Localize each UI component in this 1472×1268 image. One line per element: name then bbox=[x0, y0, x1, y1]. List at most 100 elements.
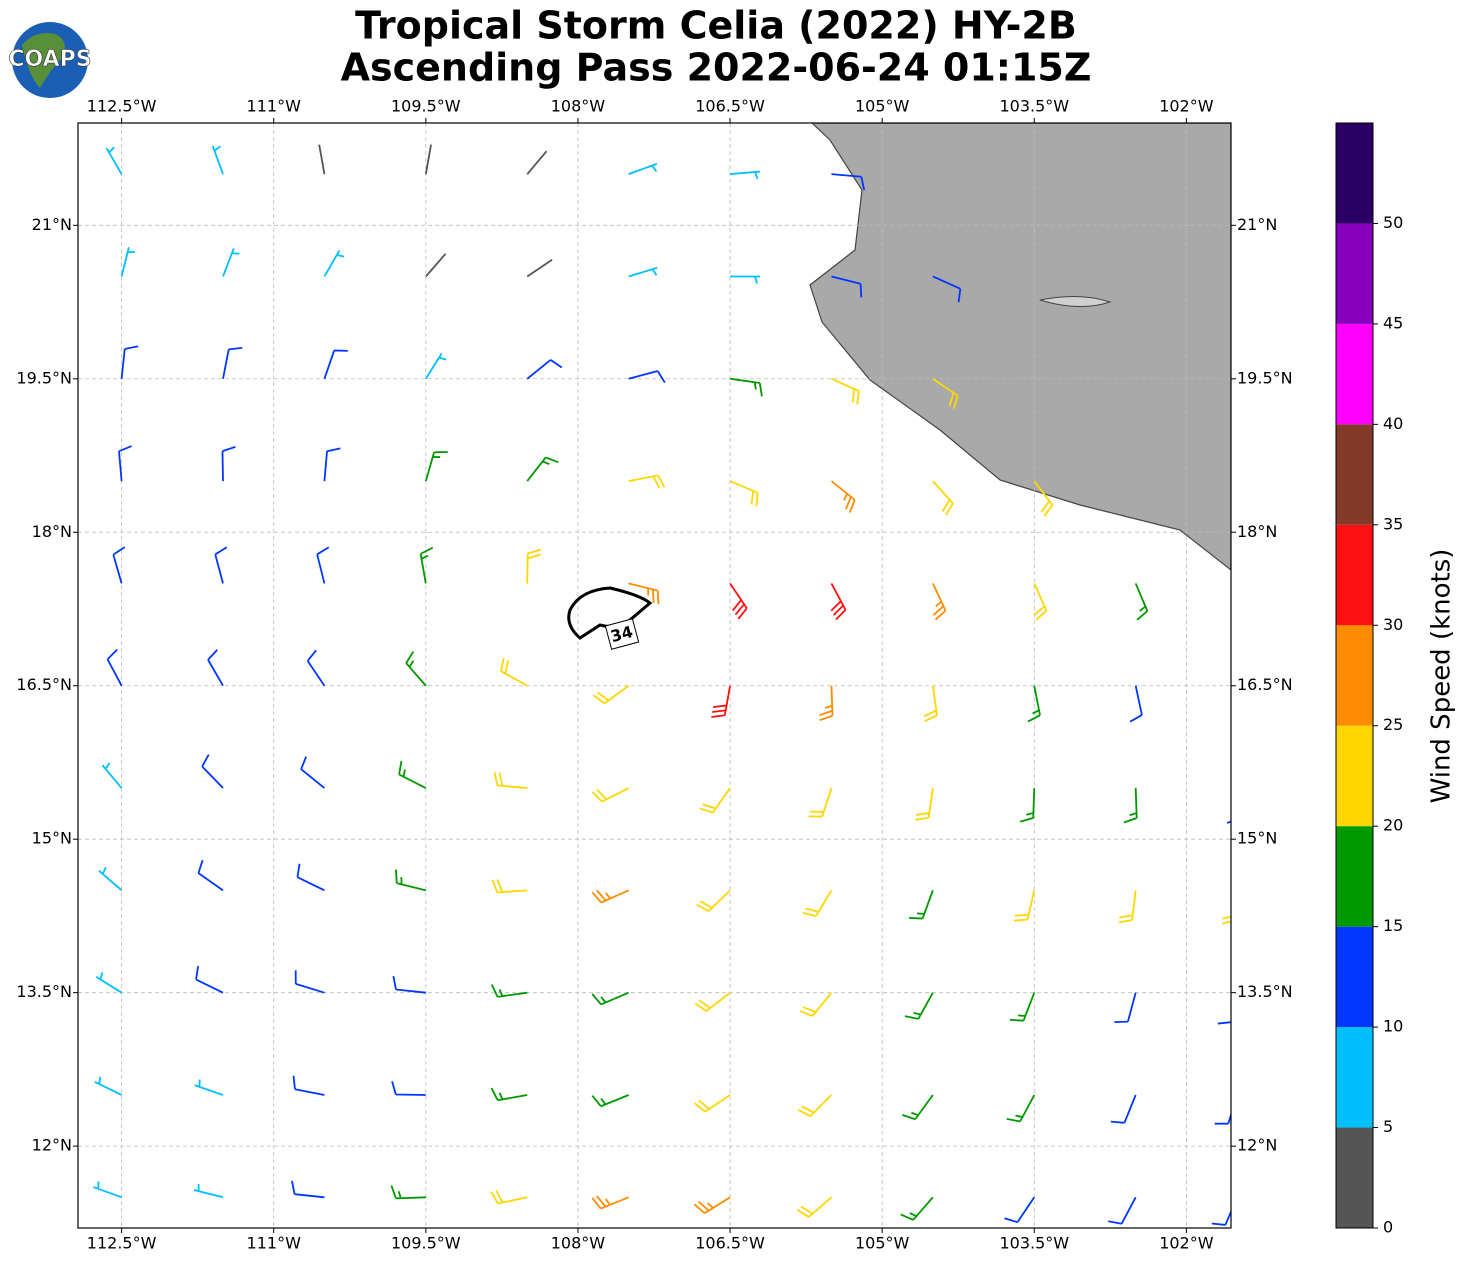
wind-barb bbox=[1004, 1196, 1036, 1224]
wind-barb bbox=[93, 1181, 122, 1199]
logo-land bbox=[22, 33, 65, 88]
wind-barb bbox=[628, 582, 660, 605]
wind-barb bbox=[1217, 1019, 1231, 1025]
colorbar-tick-label: 30 bbox=[1383, 615, 1403, 634]
wind-barb bbox=[112, 546, 126, 584]
wind-barb bbox=[316, 546, 330, 584]
wind-barb bbox=[106, 648, 123, 687]
wind-barb bbox=[425, 352, 447, 380]
wind-barb bbox=[932, 583, 947, 621]
x-tick-label: 102°W bbox=[1159, 97, 1214, 116]
wind-barb bbox=[696, 889, 731, 912]
wind-barb bbox=[424, 451, 448, 482]
wind-barb bbox=[923, 685, 938, 723]
colorbar-tick-label: 25 bbox=[1383, 715, 1403, 734]
wind-barb bbox=[323, 250, 345, 277]
colorbar-label: Wind Speed (knots) bbox=[1427, 549, 1457, 804]
wind-barb bbox=[118, 445, 132, 482]
wind-barb bbox=[830, 480, 856, 513]
wind-barb bbox=[799, 992, 833, 1017]
wind-barb bbox=[193, 1183, 224, 1199]
wind-barb bbox=[819, 685, 834, 722]
wind-barb bbox=[591, 1195, 629, 1210]
wind-barb bbox=[490, 1190, 528, 1205]
contour-label-box bbox=[604, 618, 640, 650]
x-tick-label: 103.5°W bbox=[999, 97, 1069, 116]
y-tick-label: 18°N bbox=[32, 522, 72, 541]
wind-barb bbox=[526, 456, 559, 482]
wind-barb bbox=[491, 879, 528, 894]
wind-barb bbox=[1134, 583, 1149, 621]
wind-barb bbox=[802, 889, 833, 917]
wind-barb bbox=[693, 1196, 731, 1214]
wind-barb bbox=[1237, 583, 1248, 619]
colorbar-tick-label: 40 bbox=[1383, 414, 1403, 433]
wind-barb bbox=[908, 890, 934, 920]
wind-barb bbox=[729, 170, 761, 180]
wind-barb bbox=[323, 447, 341, 482]
wind-barb bbox=[101, 762, 123, 789]
y-tick-label: 12°N bbox=[1237, 1136, 1277, 1155]
lake bbox=[1039, 295, 1112, 308]
wind-barb bbox=[1033, 583, 1048, 621]
wind-barb bbox=[195, 965, 224, 994]
colorbar-segment bbox=[1336, 826, 1373, 927]
y-tick-label: 15°N bbox=[1237, 829, 1277, 848]
wind-barb bbox=[405, 651, 427, 687]
colorbar-tick-label: 20 bbox=[1383, 816, 1403, 835]
wind-barb bbox=[390, 1185, 426, 1200]
wind-barb bbox=[207, 649, 224, 687]
colorbar-segment bbox=[1336, 926, 1373, 1028]
x-tick-label: 105°W bbox=[855, 97, 910, 116]
x-tick-label: 112.5°W bbox=[87, 1234, 157, 1253]
wind-barb bbox=[1118, 890, 1137, 924]
y-tick-label: 13.5°N bbox=[16, 982, 72, 1001]
wind-barb bbox=[526, 548, 542, 584]
wind-barb bbox=[591, 787, 630, 803]
wind-barb bbox=[120, 247, 135, 277]
chart-title: Ascending Pass 2022-06-24 01:15Z bbox=[341, 46, 1092, 90]
wind-barb bbox=[392, 976, 426, 994]
wind-barb bbox=[592, 685, 630, 705]
wind-barb bbox=[425, 253, 447, 278]
wind-barb bbox=[591, 991, 629, 1006]
wind-barb bbox=[932, 275, 962, 303]
logo-text: COAPS bbox=[8, 47, 91, 72]
wind-barb bbox=[1214, 1111, 1231, 1125]
wind-barb bbox=[214, 546, 228, 584]
colorbar-segment bbox=[1336, 424, 1373, 525]
colorbar-segment bbox=[1336, 223, 1373, 324]
wind-barb bbox=[323, 349, 348, 380]
wind-barb bbox=[526, 359, 563, 380]
colorbar-segment bbox=[1336, 625, 1373, 726]
wind-barb bbox=[490, 984, 528, 998]
wind-barb bbox=[628, 474, 666, 489]
wind-barb bbox=[1129, 685, 1143, 723]
y-tick-label: 16.5°N bbox=[1237, 675, 1293, 694]
map-frame bbox=[77, 122, 1232, 1229]
wind-barb bbox=[398, 760, 427, 789]
x-tick-label: 112.5°W bbox=[87, 97, 157, 116]
wind-barb bbox=[628, 370, 666, 384]
wind-barb bbox=[1211, 1209, 1231, 1226]
wind-barb bbox=[900, 1196, 934, 1221]
wind-barb bbox=[291, 1180, 325, 1199]
colorbar-frame bbox=[1335, 122, 1374, 1229]
wind-barb bbox=[591, 1094, 629, 1108]
wind-barb bbox=[694, 1094, 731, 1113]
wind-barb bbox=[628, 266, 658, 278]
wind-barb bbox=[1019, 788, 1036, 823]
wind-barb bbox=[1110, 1094, 1137, 1124]
wind-barb bbox=[904, 992, 934, 1020]
wind-barb bbox=[120, 345, 139, 379]
land bbox=[809, 123, 1231, 571]
wind-barb bbox=[1013, 890, 1036, 922]
y-tick-label: 18°N bbox=[1237, 522, 1277, 541]
wind-barb bbox=[222, 248, 240, 277]
colorbar-tick-label: 35 bbox=[1383, 514, 1403, 533]
wind-barb bbox=[318, 144, 326, 175]
wind-barb bbox=[201, 754, 224, 789]
colorbar-tick-label: 10 bbox=[1383, 1017, 1403, 1036]
wind-barb bbox=[591, 889, 630, 904]
wind-barb bbox=[932, 378, 959, 409]
